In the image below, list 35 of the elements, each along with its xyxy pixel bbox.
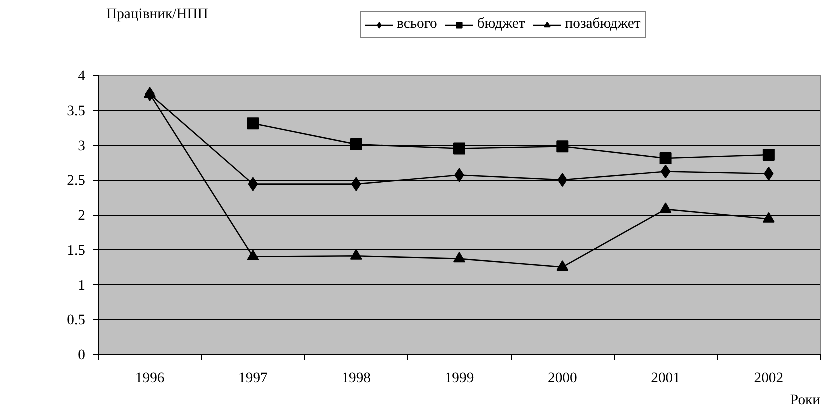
point	[454, 142, 466, 155]
y-tick-label: 3.5	[67, 103, 86, 120]
point	[454, 252, 466, 263]
x-tick-label: 1999	[444, 370, 474, 386]
legend-label: всього	[397, 16, 438, 33]
y-tick-label: 1.5	[67, 242, 86, 259]
x-tick-label: 2002	[754, 370, 784, 386]
x-tick-label: 1998	[342, 370, 372, 386]
point	[660, 152, 672, 165]
legend-label: позабюджет	[565, 16, 641, 33]
y-tick-label: 2	[78, 208, 86, 224]
x-axis-title: Роки	[790, 392, 821, 408]
point	[762, 212, 775, 223]
point	[350, 138, 362, 151]
point	[556, 260, 569, 271]
x-tick-label: 1996	[135, 370, 165, 386]
x-tick-label: 2000	[548, 370, 578, 386]
point	[247, 118, 260, 130]
x-tick-label: 2001	[651, 370, 680, 386]
y-tick-label: 1	[78, 278, 86, 294]
y-tick-label: 0.5	[67, 312, 86, 329]
legend-label: бюджет	[477, 16, 526, 33]
y-tick-label: 0	[78, 348, 86, 364]
point	[556, 140, 569, 153]
x-tick-label: 1997	[238, 370, 268, 386]
point	[350, 249, 362, 260]
y-tick-label: 2.5	[67, 173, 86, 190]
y-tick-label: 3	[78, 138, 86, 154]
point	[247, 250, 260, 261]
point	[660, 164, 671, 179]
point	[762, 149, 775, 162]
y-tick-label: 4	[78, 68, 86, 84]
point	[660, 202, 672, 214]
y-axis-title: Працівник/НПП	[106, 6, 209, 22]
point	[248, 177, 258, 192]
